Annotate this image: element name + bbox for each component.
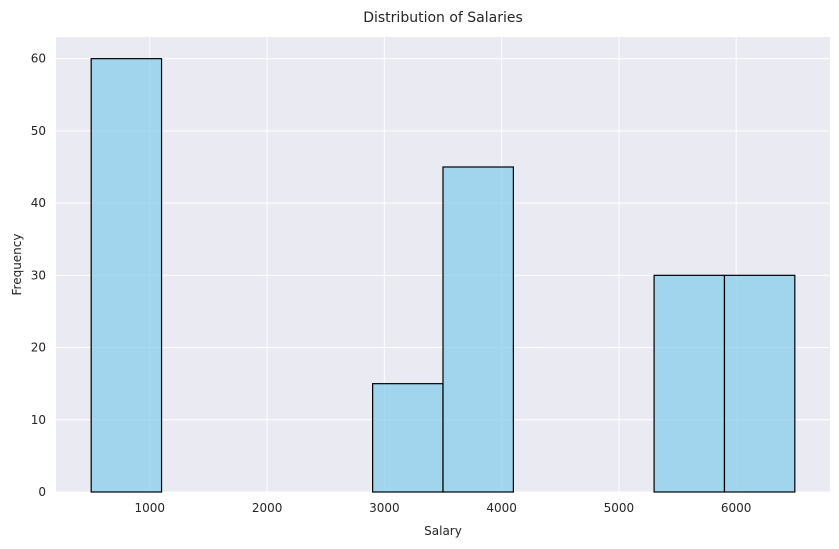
x-tick-label: 4000 [486, 501, 517, 515]
bars [90, 58, 796, 493]
x-tick-label: 2000 [252, 501, 283, 515]
histogram-bar [442, 166, 514, 493]
x-axis-label: Salary [424, 524, 462, 538]
x-tick-label: 1000 [135, 501, 166, 515]
y-tick-label: 10 [31, 413, 46, 427]
chart-title: Distribution of Salaries [363, 10, 523, 26]
y-tick-label: 0 [38, 485, 46, 499]
y-tick-label: 20 [31, 341, 46, 355]
y-tick-label: 30 [31, 268, 46, 282]
histogram-bar [372, 383, 444, 493]
y-tick-label: 40 [31, 196, 46, 210]
x-tick-label: 5000 [604, 501, 635, 515]
x-tick-labels: 1000 2000 3000 4000 5000 6000 [135, 501, 752, 515]
histogram-bar [653, 274, 726, 493]
histogram-bar [90, 58, 163, 493]
y-tick-labels: 0 10 20 30 40 50 60 [31, 52, 46, 499]
x-tick-label: 3000 [369, 501, 400, 515]
y-axis-label: Frequency [10, 234, 24, 296]
y-tick-label: 60 [31, 52, 46, 66]
x-tick-label: 6000 [721, 501, 752, 515]
histogram-bar [723, 274, 796, 493]
y-tick-label: 50 [31, 124, 46, 138]
